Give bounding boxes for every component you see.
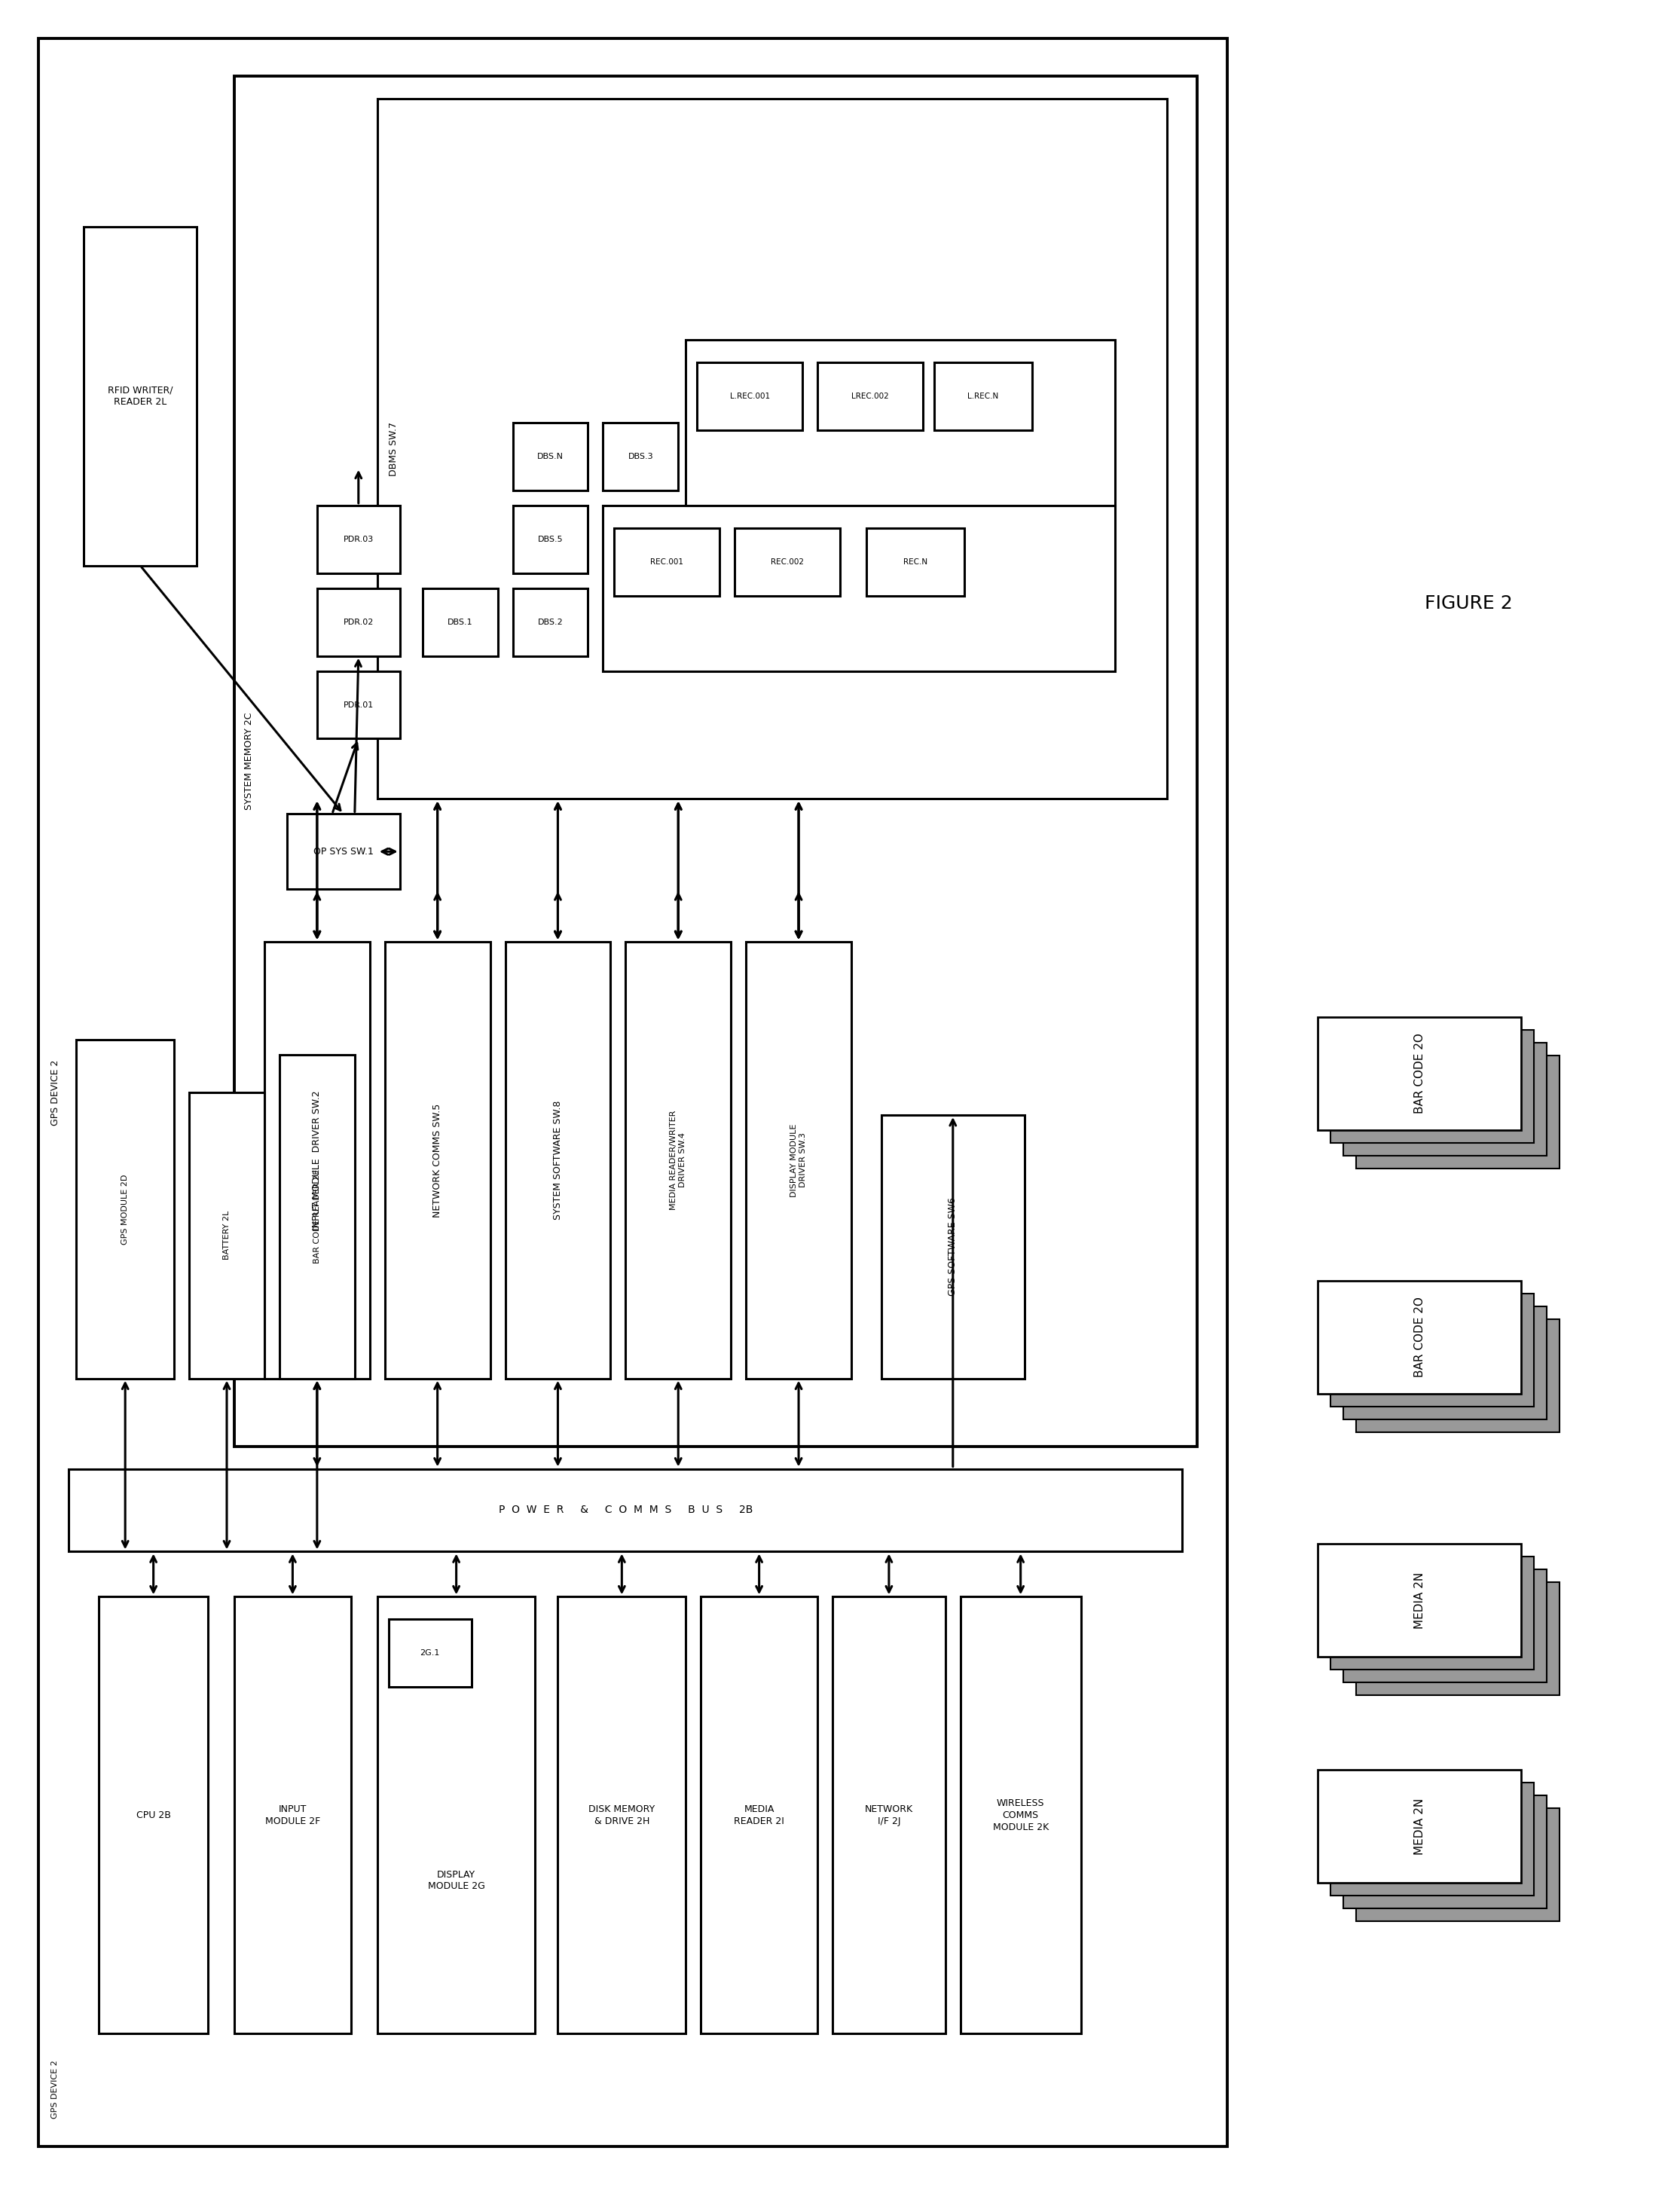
Bar	[1356, 1807, 1560, 1922]
Text: BAR CODE 2O: BAR CODE 2O	[1414, 1296, 1424, 1378]
Bar	[505, 942, 610, 1378]
Bar	[686, 341, 1114, 504]
Bar	[317, 504, 400, 573]
Bar	[1343, 1796, 1546, 1909]
Bar	[1331, 1557, 1535, 1670]
Bar	[961, 1597, 1081, 2033]
Bar	[280, 1055, 355, 1378]
Text: DISPLAY MODULE
DRIVER SW.3: DISPLAY MODULE DRIVER SW.3	[791, 1124, 807, 1197]
Bar	[734, 529, 841, 595]
Text: LREC.002: LREC.002	[851, 392, 889, 400]
Bar	[422, 588, 497, 657]
Text: P  O  W  E  R     &     C  O  M  M  S     B  U  S     2B: P O W E R & C O M M S B U S 2B	[499, 1504, 752, 1515]
Text: DBS.2: DBS.2	[537, 617, 564, 626]
Text: DBMS SW.7: DBMS SW.7	[389, 422, 399, 476]
Bar	[38, 38, 1228, 2146]
Bar	[1356, 1582, 1560, 1694]
Text: MEDIA READER/WRITER
DRIVER SW.4: MEDIA READER/WRITER DRIVER SW.4	[671, 1110, 687, 1210]
Bar	[98, 1597, 208, 2033]
Text: BAR CODE READER 2E: BAR CODE READER 2E	[314, 1170, 320, 1263]
Bar	[287, 814, 400, 889]
Text: INPUT
MODULE 2F: INPUT MODULE 2F	[265, 1805, 320, 1825]
Text: PDR.01: PDR.01	[344, 701, 374, 708]
Bar	[234, 1597, 350, 2033]
Bar	[1331, 1031, 1535, 1144]
Bar	[234, 77, 1198, 1447]
Bar	[317, 670, 400, 739]
Text: DBS.5: DBS.5	[537, 535, 564, 542]
Text: MEDIA 2N: MEDIA 2N	[1414, 1798, 1424, 1854]
Text: DBS.1: DBS.1	[447, 617, 472, 626]
Bar	[1331, 1783, 1535, 1896]
Text: CPU 2B: CPU 2B	[137, 1809, 170, 1820]
Bar	[604, 422, 679, 491]
Text: NETWORK
I/F 2J: NETWORK I/F 2J	[864, 1805, 912, 1825]
Bar	[934, 363, 1032, 429]
Text: PDR.03: PDR.03	[344, 535, 374, 542]
Text: L.REC.N: L.REC.N	[967, 392, 999, 400]
Bar	[1318, 1770, 1521, 1882]
Text: FIGURE 2: FIGURE 2	[1424, 595, 1513, 613]
Text: REC.N: REC.N	[902, 557, 927, 566]
Text: L.REC.001: L.REC.001	[729, 392, 769, 400]
Bar	[512, 504, 587, 573]
Text: PDR.02: PDR.02	[344, 617, 374, 626]
Text: WIRELESS
COMMS
MODULE 2K: WIRELESS COMMS MODULE 2K	[992, 1798, 1049, 1832]
Text: DISK MEMORY
& DRIVE 2H: DISK MEMORY & DRIVE 2H	[589, 1805, 656, 1825]
Bar	[265, 942, 370, 1378]
Bar	[512, 588, 587, 657]
Bar	[83, 228, 197, 566]
Text: GPS DEVICE 2: GPS DEVICE 2	[52, 2059, 58, 2119]
Bar	[832, 1597, 946, 2033]
Bar	[701, 1597, 817, 2033]
Text: REC.001: REC.001	[651, 557, 684, 566]
Text: GPS MODULE 2D: GPS MODULE 2D	[122, 1175, 128, 1245]
Bar	[1318, 1544, 1521, 1657]
Text: DBS.3: DBS.3	[627, 453, 654, 460]
Bar	[1356, 1318, 1560, 1431]
Bar	[881, 1115, 1024, 1378]
Bar	[1343, 1571, 1546, 1683]
Bar	[604, 504, 1114, 670]
Bar	[557, 1597, 686, 2033]
Bar	[746, 942, 851, 1378]
Text: GPS SOFTWARE SW6: GPS SOFTWARE SW6	[947, 1197, 957, 1296]
Bar	[1318, 1281, 1521, 1394]
Bar	[697, 363, 802, 429]
Text: OP SYS SW.1: OP SYS SW.1	[314, 847, 374, 856]
Text: REC.002: REC.002	[771, 557, 804, 566]
Bar	[377, 1597, 535, 2033]
Text: SYSTEM MEMORY 2C: SYSTEM MEMORY 2C	[245, 712, 254, 810]
Bar	[377, 100, 1168, 799]
Bar	[512, 422, 587, 491]
Text: BATTERY 2L: BATTERY 2L	[224, 1210, 230, 1261]
Text: NETWORK COMMS SW.5: NETWORK COMMS SW.5	[432, 1104, 442, 1217]
Text: RFID WRITER/
READER 2L: RFID WRITER/ READER 2L	[108, 385, 173, 407]
Text: DISPLAY
MODULE 2G: DISPLAY MODULE 2G	[427, 1869, 485, 1891]
Bar	[1343, 1307, 1546, 1420]
Bar	[1331, 1294, 1535, 1407]
Text: MEDIA
READER 2I: MEDIA READER 2I	[734, 1805, 784, 1825]
Text: 2G.1: 2G.1	[420, 1650, 440, 1657]
Bar	[1343, 1042, 1546, 1155]
Bar	[317, 588, 400, 657]
Bar	[188, 1093, 265, 1378]
Text: GPS DEVICE 2: GPS DEVICE 2	[50, 1060, 60, 1126]
Bar	[1356, 1055, 1560, 1168]
Bar	[77, 1040, 173, 1378]
Bar	[626, 942, 731, 1378]
Text: DBS.N: DBS.N	[537, 453, 564, 460]
Bar	[389, 1619, 472, 1688]
Bar	[385, 942, 490, 1378]
Bar	[1318, 1018, 1521, 1130]
Text: SYSTEM SOFTWARE SW.8: SYSTEM SOFTWARE SW.8	[554, 1102, 562, 1219]
Bar	[817, 363, 922, 429]
Bar	[614, 529, 719, 595]
Text: MEDIA 2N: MEDIA 2N	[1414, 1573, 1424, 1628]
Text: INPUT MODULE  DRIVER SW.2: INPUT MODULE DRIVER SW.2	[312, 1091, 322, 1230]
Bar	[68, 1469, 1183, 1551]
Bar	[866, 529, 964, 595]
Text: BAR CODE 2O: BAR CODE 2O	[1414, 1033, 1424, 1115]
